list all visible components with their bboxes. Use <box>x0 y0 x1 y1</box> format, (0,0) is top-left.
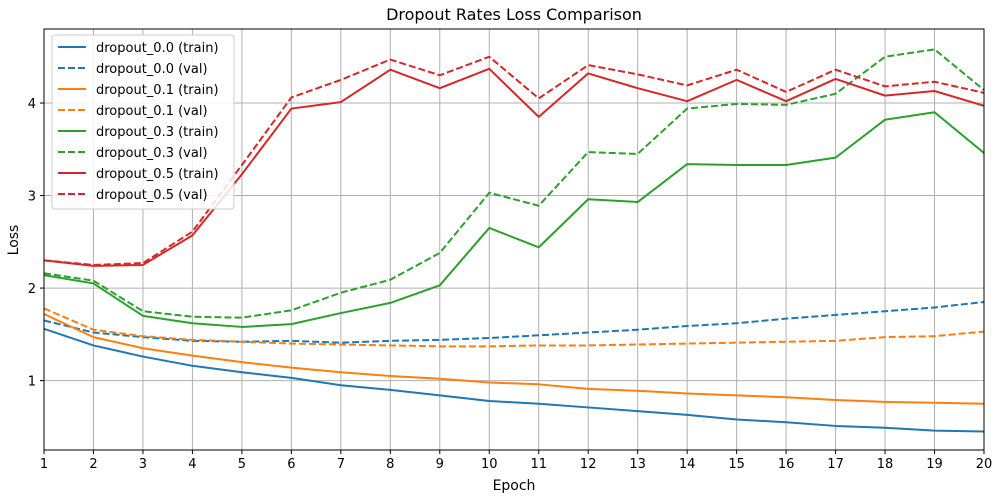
legend-box <box>51 34 235 210</box>
x-tick-label: 19 <box>926 457 943 472</box>
legend-label: dropout_0.5 (val) <box>96 188 208 203</box>
x-tick-label: 11 <box>530 457 547 472</box>
x-tick-label: 9 <box>436 457 444 472</box>
legend-label: dropout_0.0 (train) <box>96 41 219 56</box>
x-tick-label: 4 <box>188 457 196 472</box>
legend-label: dropout_0.1 (train) <box>96 83 219 98</box>
x-tick-label: 17 <box>827 457 844 472</box>
x-tick-label: 2 <box>89 457 97 472</box>
x-tick-label: 5 <box>238 457 246 472</box>
x-tick-label: 1 <box>40 457 48 472</box>
x-tick-label: 15 <box>728 457 745 472</box>
series-line-dropout-0-1-train- <box>43 313 985 405</box>
x-tick-label: 18 <box>877 457 894 472</box>
x-tick-label: 13 <box>629 457 646 472</box>
legend-label: dropout_0.3 (val) <box>96 146 208 161</box>
x-tick-label: 14 <box>679 457 696 472</box>
x-tick-label: 8 <box>386 457 394 472</box>
series-line-dropout-0-5-val- <box>43 55 985 266</box>
x-tick-label: 6 <box>287 457 295 472</box>
series-lines <box>43 48 985 433</box>
legend-label: dropout_0.1 (val) <box>96 104 208 119</box>
series-line-dropout-0-1-val- <box>43 307 985 348</box>
y-axis-label: Loss <box>6 225 22 256</box>
y-tick-label: 1 <box>28 375 36 390</box>
x-tick-label: 12 <box>580 457 597 472</box>
grid <box>43 29 985 450</box>
y-tick-label: 2 <box>28 282 36 297</box>
x-tick-label: 16 <box>778 457 795 472</box>
x-axis-label: Epoch <box>493 478 536 494</box>
legend: dropout_0.0 (train) dropout_0.0 (val) drop… <box>51 34 235 210</box>
x-tick-label: 7 <box>337 457 345 472</box>
plot-frame <box>43 28 985 451</box>
y-tick-label: 3 <box>28 190 36 205</box>
legend-label: dropout_0.3 (train) <box>96 125 219 140</box>
x-tick-label: 3 <box>139 457 147 472</box>
x-tick-label: 20 <box>976 457 993 472</box>
series-line-dropout-0-0-train- <box>43 327 985 433</box>
y-tick-label: 4 <box>28 97 36 112</box>
chart-title: Dropout Rates Loss Comparison <box>386 5 642 24</box>
series-line-dropout-0-0-val- <box>43 300 985 344</box>
x-tick-label: 10 <box>481 457 498 472</box>
legend-label: dropout_0.0 (val) <box>96 62 208 77</box>
series-line-dropout-0-3-val- <box>43 48 985 319</box>
series-line-dropout-0-5-train- <box>43 67 985 267</box>
legend-label: dropout_0.5 (train) <box>96 167 219 182</box>
series-line-dropout-0-3-train- <box>43 111 985 328</box>
